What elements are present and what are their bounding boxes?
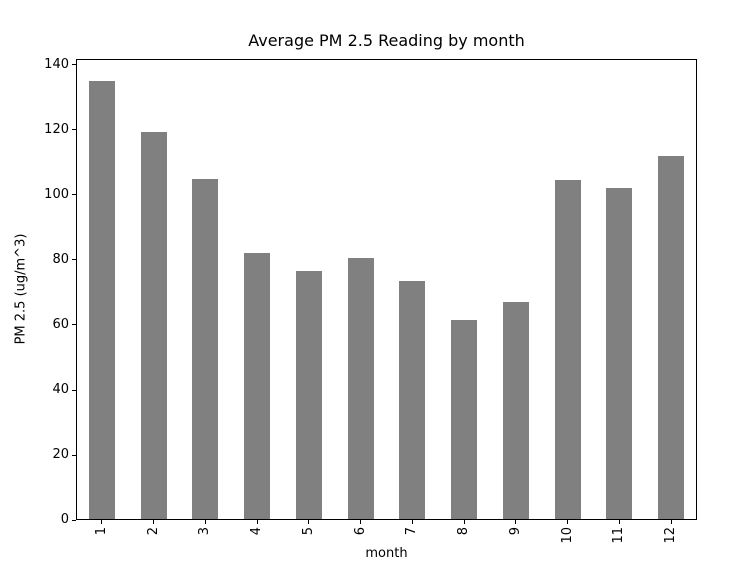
chart-title: Average PM 2.5 Reading by month xyxy=(248,31,525,50)
x-tick-mark xyxy=(618,520,620,524)
x-tick-mark xyxy=(360,520,362,524)
x-tick-mark xyxy=(153,520,155,524)
y-tick-mark xyxy=(72,389,76,391)
y-tick-label: 0 xyxy=(60,512,69,527)
x-tick-label: 1 xyxy=(93,527,109,536)
x-tick-mark xyxy=(463,520,465,524)
x-tick-mark xyxy=(256,520,258,524)
y-tick-label: 120 xyxy=(44,121,69,137)
x-tick-mark xyxy=(411,520,413,524)
x-tick-mark xyxy=(567,520,569,524)
bar-month-12 xyxy=(658,155,685,520)
bar-month-8 xyxy=(451,320,478,520)
bar-month-4 xyxy=(244,253,271,520)
bar-month-6 xyxy=(347,258,374,520)
y-tick-mark xyxy=(72,324,76,326)
y-tick-mark xyxy=(72,519,76,521)
y-tick-mark xyxy=(72,64,76,66)
bar-month-10 xyxy=(554,180,581,520)
x-tick-label: 9 xyxy=(507,527,523,536)
bar-month-1 xyxy=(88,81,115,520)
y-tick-mark xyxy=(72,259,76,261)
y-tick-mark xyxy=(72,129,76,131)
x-tick-label: 11 xyxy=(611,527,627,544)
x-tick-label: 2 xyxy=(145,527,161,536)
x-tick-label: 4 xyxy=(248,527,264,536)
x-tick-mark xyxy=(670,520,672,524)
x-tick-label: 12 xyxy=(662,527,678,544)
bar-month-5 xyxy=(295,271,322,520)
y-tick-label: 20 xyxy=(52,447,69,462)
bar-month-11 xyxy=(606,188,633,520)
bar-month-2 xyxy=(140,131,167,520)
plot-area xyxy=(76,59,697,520)
x-tick-mark xyxy=(101,520,103,524)
y-tick-label: 80 xyxy=(52,251,69,267)
x-tick-label: 6 xyxy=(352,527,368,536)
x-tick-label: 7 xyxy=(404,527,420,536)
y-tick-label: 60 xyxy=(52,316,69,332)
x-tick-mark xyxy=(308,520,310,524)
bar-month-3 xyxy=(192,178,219,520)
y-tick-label: 40 xyxy=(52,382,69,397)
y-tick-label: 100 xyxy=(44,186,69,202)
bar-month-7 xyxy=(399,281,426,520)
y-tick-mark xyxy=(72,454,76,456)
bar-month-9 xyxy=(502,302,529,520)
x-tick-mark xyxy=(204,520,206,524)
x-tick-label: 5 xyxy=(300,527,316,536)
x-tick-label: 8 xyxy=(455,527,471,536)
x-tick-mark xyxy=(515,520,517,524)
y-tick-label: 140 xyxy=(44,56,69,72)
x-tick-label: 3 xyxy=(197,527,213,536)
x-axis-label: month xyxy=(365,546,408,561)
x-tick-label: 10 xyxy=(559,527,575,544)
y-tick-mark xyxy=(72,194,76,196)
